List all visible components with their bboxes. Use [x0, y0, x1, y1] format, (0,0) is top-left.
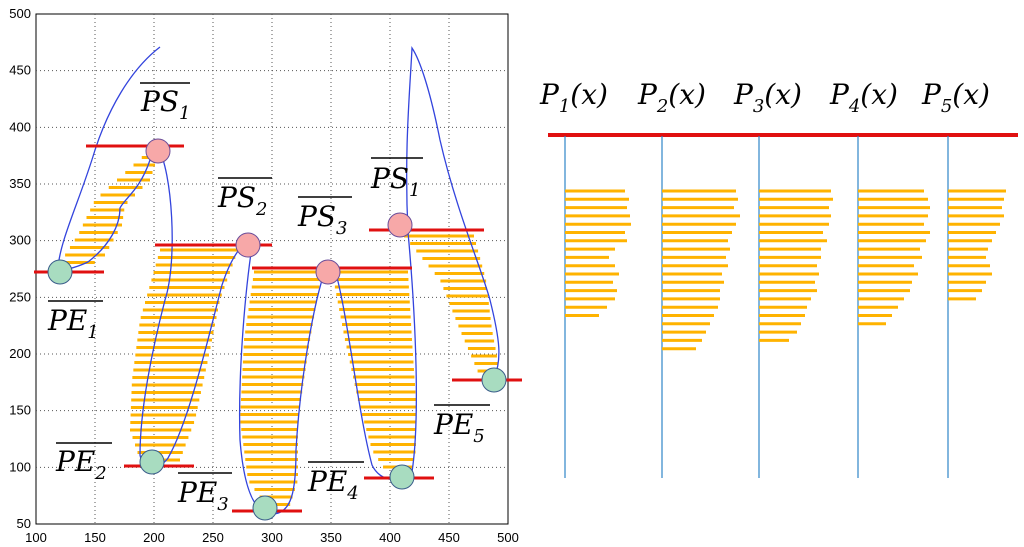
- stroke-fills: [60, 148, 500, 506]
- start-marker: [235, 232, 261, 258]
- label-ps1-second-sub: 1: [409, 180, 420, 201]
- svg-text:PE3: PE3: [177, 476, 229, 515]
- label-pe5-base: PE: [433, 408, 473, 441]
- svg-text:PE5: PE5: [433, 408, 485, 447]
- profile-columns: [564, 136, 1006, 478]
- label-ps1-first-sub: 1: [179, 103, 190, 124]
- x-tick-label: 300: [261, 530, 283, 545]
- x-tick-label: 400: [379, 530, 401, 545]
- svg-text:PE1: PE1: [47, 304, 99, 343]
- y-tick-label: 450: [9, 63, 31, 78]
- x-tick-label: 350: [320, 530, 342, 545]
- end-marker: [481, 367, 507, 393]
- y-tick-label: 500: [9, 6, 31, 21]
- profile-label-5: P5(x): [921, 78, 990, 117]
- y-tick-label: 350: [9, 176, 31, 191]
- end-marker: [47, 259, 73, 285]
- label-ps3-base: PS: [297, 200, 336, 233]
- label-ps2-base: PS: [217, 181, 256, 214]
- label-ps3: PS3: [297, 196, 352, 239]
- pen-trajectory: [57, 45, 500, 515]
- start-marker: [315, 259, 341, 285]
- profile-label-1: P1(x): [539, 78, 608, 117]
- x-tick-label: 150: [84, 530, 106, 545]
- start-marker: [387, 212, 413, 238]
- y-tick-label: 150: [9, 403, 31, 418]
- profile-label-2: P2(x): [637, 78, 706, 117]
- axis-ticks: 100 150 200 250 300 350 400 450 5005010015020025…: [9, 6, 519, 545]
- label-pe3-sub: 3: [217, 494, 228, 515]
- label-pe1-base: PE: [47, 304, 87, 337]
- label-ps1-first: PS1: [140, 82, 190, 124]
- label-pe2-base: PE: [55, 445, 95, 478]
- end-marker: [252, 495, 278, 521]
- profile-label-3: P3(x): [733, 78, 802, 117]
- svg-text:PE2: PE2: [55, 445, 107, 484]
- x-tick-label: 250: [202, 530, 224, 545]
- end-marker: [389, 464, 415, 490]
- svg-text:PE4: PE4: [307, 465, 359, 504]
- label-pe2-sub: 2: [94, 463, 106, 484]
- profile-label-4: P4(x): [829, 78, 898, 117]
- y-tick-label: 400: [9, 119, 31, 134]
- label-pe4-sub: 4: [346, 483, 358, 504]
- segment-markers: [47, 138, 507, 521]
- svg-text:PS3: PS3: [297, 200, 347, 239]
- label-pe4: PE4: [307, 461, 364, 504]
- label-pe4-base: PE: [307, 465, 347, 498]
- y-tick-label: 250: [9, 289, 31, 304]
- label-pe1-sub: 1: [87, 322, 98, 343]
- label-ps1-second: PS1: [370, 157, 423, 201]
- y-tick-label: 200: [9, 346, 31, 361]
- x-tick-label: 450: [438, 530, 460, 545]
- label-pe5-sub: 5: [473, 426, 484, 447]
- start-marker: [145, 138, 171, 164]
- y-tick-label: 300: [9, 233, 31, 248]
- label-pe5: PE5: [433, 404, 490, 447]
- label-pe1: PE1: [47, 300, 103, 343]
- x-tick-label: 500: [497, 530, 519, 545]
- label-pe3-base: PE: [177, 476, 217, 509]
- end-marker: [139, 449, 165, 475]
- label-ps2-sub: 2: [255, 199, 267, 220]
- y-tick-label: 100: [9, 459, 31, 474]
- svg-text:PS2: PS2: [217, 181, 267, 220]
- y-tick-label: 50: [17, 516, 31, 531]
- label-ps2: PS2: [217, 177, 272, 220]
- label-pe2: PE2: [55, 442, 112, 484]
- svg-text:PS1: PS1: [370, 162, 420, 201]
- label-ps1-second-base: PS: [370, 162, 409, 195]
- label-pe3: PE3: [177, 472, 232, 515]
- profile-labels: P1(x) P2(x) P3(x) P4(x) P5(x): [539, 78, 990, 117]
- svg-text:PS1: PS1: [140, 85, 190, 124]
- label-ps1-first-base: PS: [140, 85, 179, 118]
- stroke-outlines: [57, 45, 500, 515]
- label-ps3-sub: 3: [336, 218, 347, 239]
- x-tick-label: 100: [25, 530, 47, 545]
- x-tick-label: 200: [143, 530, 165, 545]
